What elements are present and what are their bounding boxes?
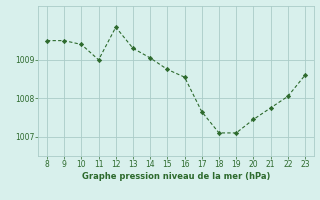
X-axis label: Graphe pression niveau de la mer (hPa): Graphe pression niveau de la mer (hPa) <box>82 172 270 181</box>
